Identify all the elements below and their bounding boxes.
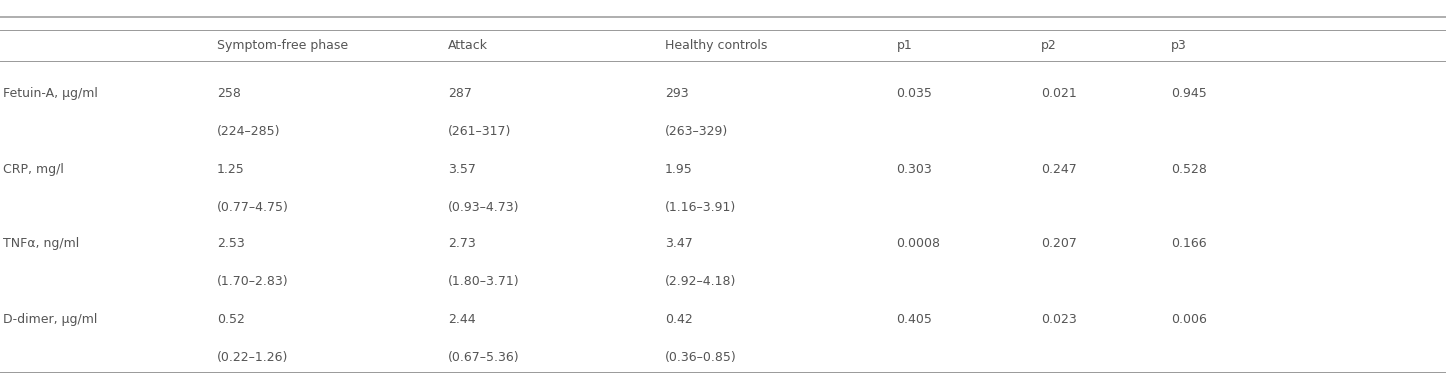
Text: 0.0008: 0.0008 (897, 237, 940, 250)
Text: (224–285): (224–285) (217, 125, 281, 138)
Text: 0.42: 0.42 (665, 313, 693, 326)
Text: 3.57: 3.57 (448, 163, 476, 176)
Text: p1: p1 (897, 39, 912, 52)
Text: 2.53: 2.53 (217, 237, 244, 250)
Text: 0.207: 0.207 (1041, 237, 1077, 250)
Text: (1.16–3.91): (1.16–3.91) (665, 201, 736, 214)
Text: D-dimer, μg/ml: D-dimer, μg/ml (3, 313, 97, 326)
Text: (261–317): (261–317) (448, 125, 512, 138)
Text: (0.77–4.75): (0.77–4.75) (217, 201, 289, 214)
Text: 0.021: 0.021 (1041, 87, 1077, 100)
Text: TNFα, ng/ml: TNFα, ng/ml (3, 237, 80, 250)
Text: p3: p3 (1171, 39, 1187, 52)
Text: (0.22–1.26): (0.22–1.26) (217, 351, 288, 364)
Text: Attack: Attack (448, 39, 489, 52)
Text: Symptom-free phase: Symptom-free phase (217, 39, 348, 52)
Text: p2: p2 (1041, 39, 1057, 52)
Text: (1.70–2.83): (1.70–2.83) (217, 275, 289, 288)
Text: 0.528: 0.528 (1171, 163, 1207, 176)
Text: 0.405: 0.405 (897, 313, 933, 326)
Text: 0.303: 0.303 (897, 163, 933, 176)
Text: (2.92–4.18): (2.92–4.18) (665, 275, 736, 288)
Text: 0.166: 0.166 (1171, 237, 1207, 250)
Text: Healthy controls: Healthy controls (665, 39, 768, 52)
Text: CRP, mg/l: CRP, mg/l (3, 163, 64, 176)
Text: 0.035: 0.035 (897, 87, 933, 100)
Text: 3.47: 3.47 (665, 237, 693, 250)
Text: 2.44: 2.44 (448, 313, 476, 326)
Text: 258: 258 (217, 87, 241, 100)
Text: (0.93–4.73): (0.93–4.73) (448, 201, 519, 214)
Text: (1.80–3.71): (1.80–3.71) (448, 275, 521, 288)
Text: (263–329): (263–329) (665, 125, 729, 138)
Text: (0.67–5.36): (0.67–5.36) (448, 351, 521, 364)
Text: 0.52: 0.52 (217, 313, 244, 326)
Text: 0.023: 0.023 (1041, 313, 1077, 326)
Text: 0.247: 0.247 (1041, 163, 1077, 176)
Text: 0.945: 0.945 (1171, 87, 1207, 100)
Text: 287: 287 (448, 87, 473, 100)
Text: (0.36–0.85): (0.36–0.85) (665, 351, 737, 364)
Text: 2.73: 2.73 (448, 237, 476, 250)
Text: 293: 293 (665, 87, 688, 100)
Text: 1.95: 1.95 (665, 163, 693, 176)
Text: 1.25: 1.25 (217, 163, 244, 176)
Text: 0.006: 0.006 (1171, 313, 1207, 326)
Text: Fetuin-A, μg/ml: Fetuin-A, μg/ml (3, 87, 98, 100)
